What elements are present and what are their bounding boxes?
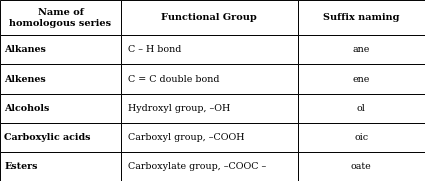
Text: oic: oic	[354, 133, 368, 142]
Text: C – H bond: C – H bond	[128, 45, 181, 54]
Bar	[121, 64, 298, 94]
Bar	[0, 35, 121, 64]
Bar	[121, 0, 298, 35]
Text: Functional Group: Functional Group	[162, 13, 257, 22]
Bar	[298, 35, 425, 64]
Bar	[298, 64, 425, 94]
Text: ol: ol	[357, 104, 366, 113]
Text: Carboxylic acids: Carboxylic acids	[4, 133, 91, 142]
Bar	[121, 123, 298, 152]
Text: Hydroxyl group, –OH: Hydroxyl group, –OH	[128, 104, 230, 113]
Bar	[0, 94, 121, 123]
Bar	[0, 64, 121, 94]
Text: Alkenes: Alkenes	[4, 75, 46, 83]
Bar	[0, 123, 121, 152]
Text: Alcohols: Alcohols	[4, 104, 50, 113]
Text: Carboxylate group, –COOC –: Carboxylate group, –COOC –	[128, 162, 266, 171]
Text: Alkanes: Alkanes	[4, 45, 46, 54]
Bar	[121, 152, 298, 181]
Text: Carboxyl group, –COOH: Carboxyl group, –COOH	[128, 133, 244, 142]
Text: C = C double bond: C = C double bond	[128, 75, 219, 83]
Bar	[121, 94, 298, 123]
Bar	[298, 123, 425, 152]
Bar	[0, 152, 121, 181]
Bar	[298, 94, 425, 123]
Bar	[121, 35, 298, 64]
Text: ane: ane	[353, 45, 370, 54]
Bar	[0, 0, 121, 35]
Text: Name of
homologous series: Name of homologous series	[9, 8, 112, 28]
Bar	[298, 152, 425, 181]
Text: oate: oate	[351, 162, 371, 171]
Bar	[298, 0, 425, 35]
Text: Esters: Esters	[4, 162, 38, 171]
Text: ene: ene	[353, 75, 370, 83]
Text: Suffix naming: Suffix naming	[323, 13, 400, 22]
